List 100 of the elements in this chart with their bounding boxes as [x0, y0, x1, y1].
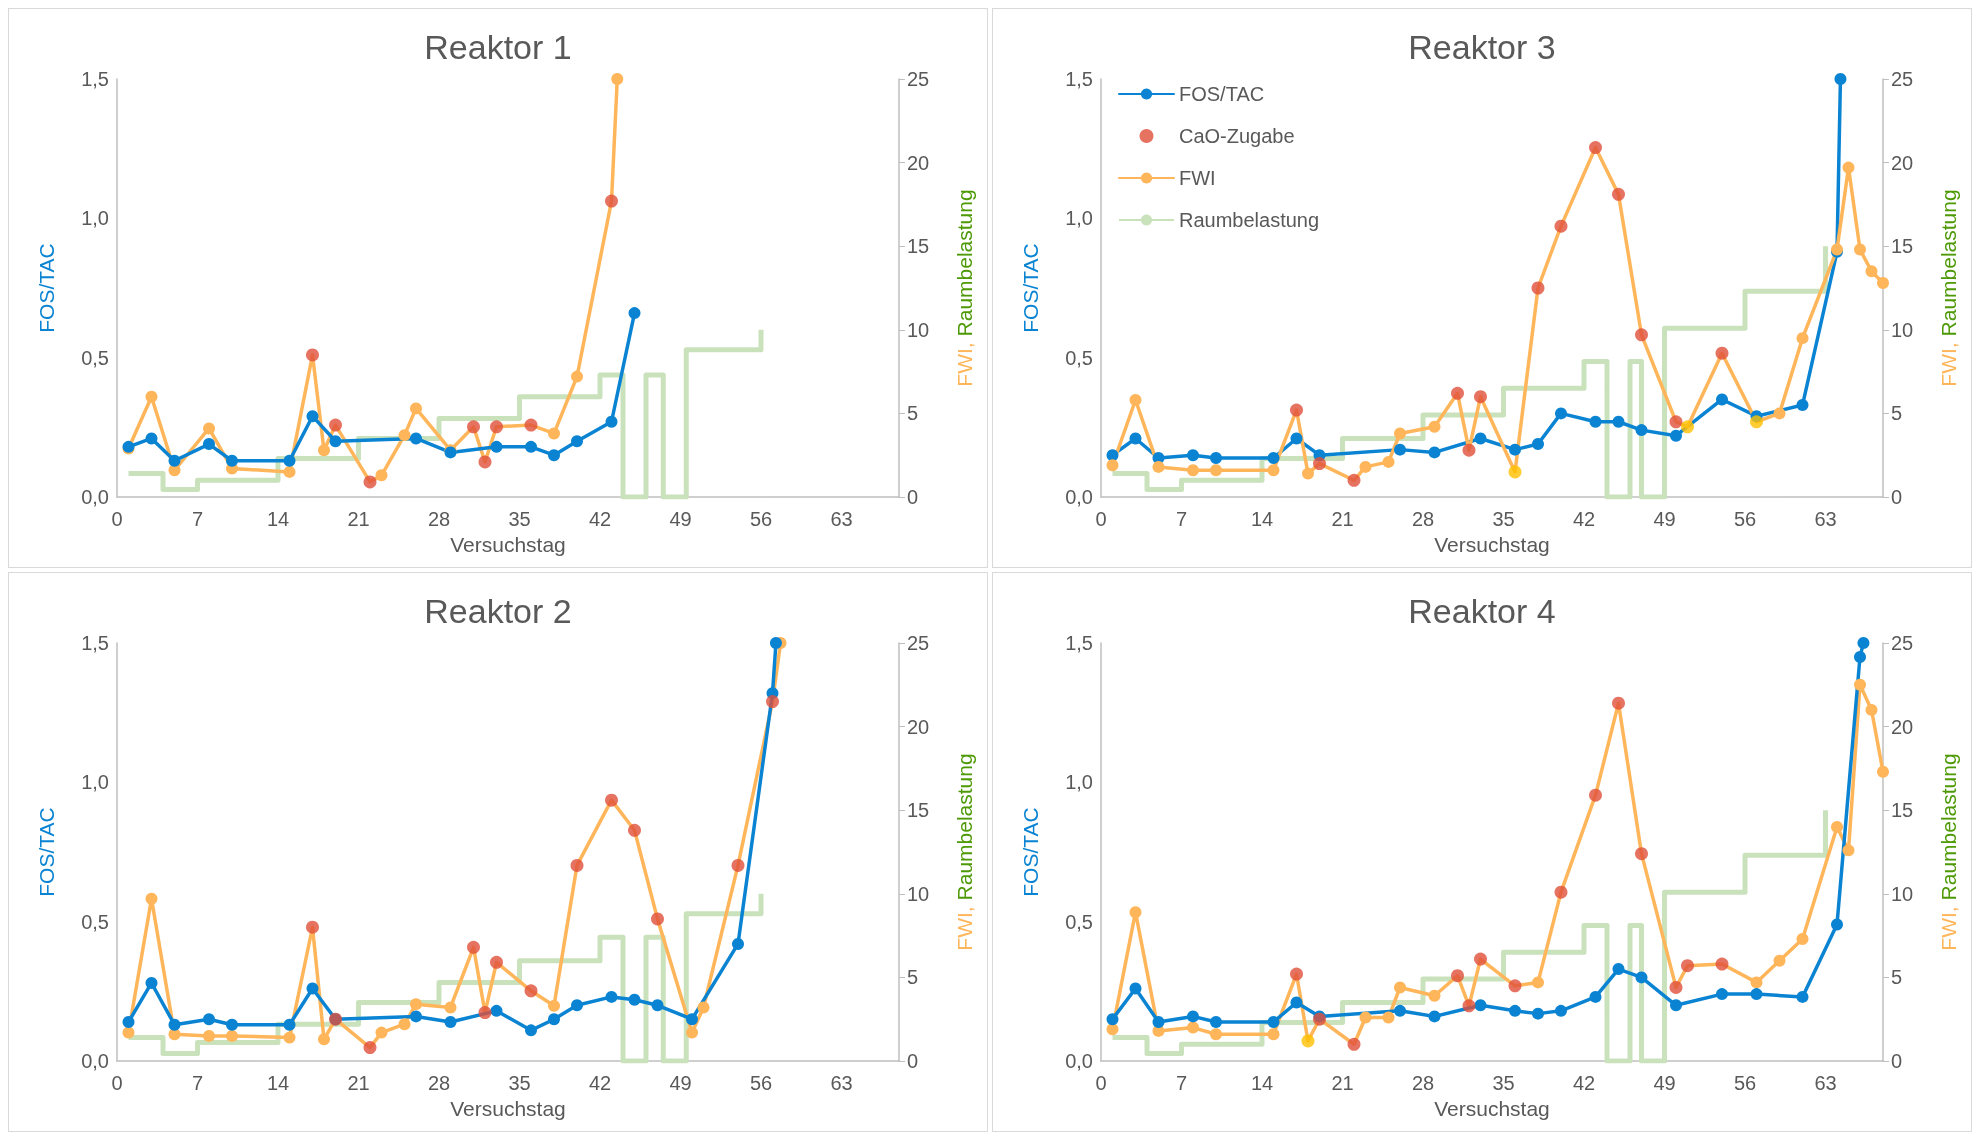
- x-tick-label: 56: [749, 508, 773, 530]
- y-axis-title: FOS/TAC: [1019, 807, 1042, 897]
- y2-tick-label: 0: [1891, 486, 1903, 508]
- x-tick-label: 21: [1331, 508, 1354, 530]
- y2-axis-title: FWI, Raumbelastung: [953, 753, 976, 951]
- legend-label: CaO-Zugabe: [1179, 125, 1295, 147]
- x-tick-label: 28: [1411, 1072, 1435, 1094]
- chart-title: Reaktor 2: [424, 592, 572, 630]
- y-axis-title: FOS/TAC: [35, 243, 58, 333]
- x-tick-label: 7: [191, 1072, 204, 1094]
- y2-tick-label: 10: [907, 882, 930, 905]
- y2-tick-label: 10: [1891, 882, 1914, 905]
- y2-tick-label: 25: [1891, 68, 1914, 90]
- y2-axis-title: FWI, Raumbelastung: [1937, 753, 1960, 951]
- y2-tick-label: 15: [907, 235, 930, 258]
- x-tick-label: 28: [427, 1072, 451, 1094]
- x-tick-label: 56: [1733, 508, 1757, 530]
- y2-tick-label: 15: [1891, 235, 1914, 258]
- y2-tick-label: 5: [907, 966, 919, 989]
- x-tick-label: 0: [111, 508, 123, 530]
- y-tick-label: 0,0: [81, 486, 109, 508]
- x-tick-label: 42: [588, 1072, 612, 1094]
- y-tick-label: 1,0: [1065, 771, 1093, 794]
- y2-tick-label: 15: [907, 799, 930, 822]
- y-tick-label: 0,5: [81, 346, 109, 369]
- x-axis-title: Versuchstag: [1434, 1096, 1550, 1120]
- x-tick-label: 21: [1331, 1072, 1354, 1094]
- x-tick-label: 14: [266, 1072, 290, 1094]
- x-axis-title: Versuchstag: [450, 532, 566, 556]
- y2-tick-label: 15: [1891, 799, 1914, 822]
- y2-tick-label: 20: [1891, 715, 1914, 738]
- y-tick-label: 0,5: [1065, 346, 1093, 369]
- x-tick-label: 56: [749, 1072, 773, 1094]
- legend-label: Raumbelastung: [1179, 209, 1320, 231]
- x-tick-label: 63: [830, 508, 853, 530]
- x-tick-label: 0: [1095, 508, 1107, 530]
- x-tick-label: 63: [1814, 508, 1837, 530]
- x-tick-label: 7: [1175, 508, 1188, 530]
- x-tick-label: 14: [1250, 1072, 1274, 1094]
- y-axis-title: FOS/TAC: [1019, 243, 1042, 333]
- x-tick-label: 42: [588, 508, 612, 530]
- x-axis-title: Versuchstag: [1434, 532, 1550, 556]
- y-tick-label: 1,5: [81, 68, 109, 90]
- y2-axis-title: FWI, Raumbelastung: [953, 189, 976, 387]
- y-tick-label: 0,5: [1065, 910, 1093, 933]
- y-tick-label: 0,0: [1065, 1050, 1093, 1072]
- y2-tick-label: 5: [1891, 966, 1903, 989]
- y2-tick-label: 20: [907, 151, 930, 174]
- y2-tick-label: 10: [1891, 318, 1914, 341]
- y-tick-label: 1,0: [1065, 207, 1093, 230]
- x-tick-label: 35: [508, 508, 531, 530]
- y2-tick-label: 10: [907, 318, 930, 341]
- y-tick-label: 0,0: [1065, 486, 1093, 508]
- x-tick-label: 63: [830, 1072, 853, 1094]
- y-tick-label: 1,5: [1065, 68, 1093, 90]
- y2-tick-label: 0: [907, 486, 919, 508]
- x-tick-label: 49: [669, 508, 692, 530]
- x-tick-label: 35: [1492, 508, 1515, 530]
- y2-tick-label: 25: [907, 632, 930, 654]
- chart-title: Reaktor 4: [1408, 592, 1556, 630]
- x-tick-label: 49: [1653, 508, 1676, 530]
- x-tick-label: 7: [191, 508, 204, 530]
- x-tick-label: 42: [1572, 508, 1596, 530]
- x-tick-label: 21: [347, 508, 370, 530]
- y-tick-label: 1,0: [81, 771, 109, 794]
- y-tick-label: 0,5: [81, 910, 109, 933]
- y2-tick-label: 25: [1891, 632, 1914, 654]
- y2-tick-label: 20: [1891, 151, 1914, 174]
- x-tick-label: 21: [347, 1072, 370, 1094]
- x-tick-label: 42: [1572, 1072, 1596, 1094]
- y2-tick-label: 0: [907, 1050, 919, 1072]
- x-tick-label: 28: [1411, 508, 1435, 530]
- y-tick-label: 1,5: [81, 632, 109, 654]
- y2-tick-label: 25: [907, 68, 930, 90]
- x-tick-label: 35: [1492, 1072, 1515, 1094]
- x-tick-label: 56: [1733, 1072, 1757, 1094]
- y-tick-label: 1,0: [81, 207, 109, 230]
- y2-axis-title: FWI, Raumbelastung: [1937, 189, 1960, 387]
- chart-title: Reaktor 1: [424, 28, 572, 66]
- x-tick-label: 49: [669, 1072, 692, 1094]
- x-tick-label: 0: [111, 1072, 123, 1094]
- legend-label: FWI: [1179, 167, 1216, 189]
- y-axis-title: FOS/TAC: [35, 807, 58, 897]
- y-tick-label: 1,5: [1065, 632, 1093, 654]
- x-tick-label: 7: [1175, 1072, 1188, 1094]
- x-axis-title: Versuchstag: [450, 1096, 566, 1120]
- x-tick-label: 0: [1095, 1072, 1107, 1094]
- y2-tick-label: 0: [1891, 1050, 1903, 1072]
- y2-tick-label: 5: [1891, 402, 1903, 425]
- x-tick-label: 14: [266, 508, 290, 530]
- x-tick-label: 14: [1250, 508, 1274, 530]
- x-tick-label: 63: [1814, 1072, 1837, 1094]
- legend-label: FOS/TAC: [1179, 83, 1265, 105]
- y-tick-label: 0,0: [81, 1050, 109, 1072]
- x-tick-label: 28: [427, 508, 451, 530]
- x-tick-label: 49: [1653, 1072, 1676, 1094]
- y2-tick-label: 20: [907, 715, 930, 738]
- chart-title: Reaktor 3: [1408, 28, 1556, 66]
- y2-tick-label: 5: [907, 402, 919, 425]
- x-tick-label: 35: [508, 1072, 531, 1094]
